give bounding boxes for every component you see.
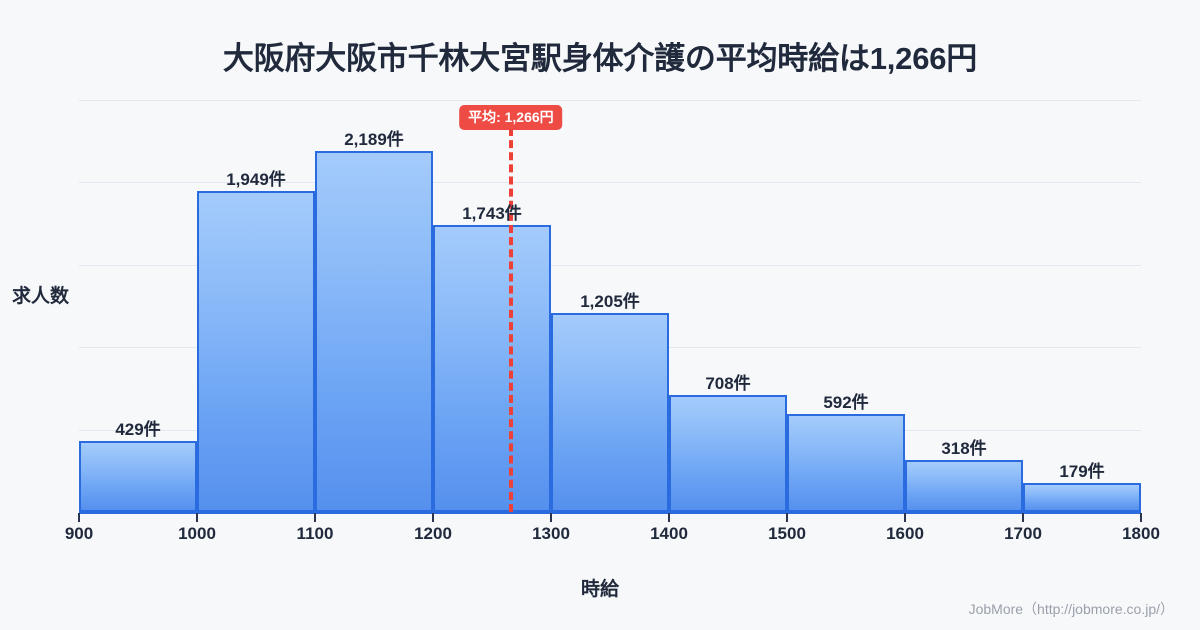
y-axis-title: 求人数 bbox=[12, 286, 70, 307]
bar bbox=[787, 414, 905, 512]
bar-value-label: 1,949件 bbox=[226, 169, 286, 189]
bar bbox=[433, 224, 551, 512]
bar-value-label: 2,189件 bbox=[344, 130, 404, 150]
x-axis-tick bbox=[1140, 513, 1142, 522]
x-axis-tick-label: 1000 bbox=[178, 524, 216, 543]
x-axis-title: 時給 bbox=[580, 579, 619, 600]
x-axis-tick-label: 1300 bbox=[532, 524, 570, 543]
x-axis-tick-label: 1400 bbox=[650, 524, 688, 543]
gridline bbox=[79, 264, 1141, 266]
x-axis-tick-label: 1100 bbox=[296, 524, 334, 543]
x-axis-tick-label: 1200 bbox=[414, 524, 452, 543]
x-axis-tick-label: 1800 bbox=[1122, 524, 1160, 543]
bar bbox=[1023, 482, 1141, 512]
x-axis-line bbox=[79, 512, 1141, 514]
plot-area bbox=[79, 100, 1141, 512]
bar bbox=[315, 151, 433, 512]
x-axis-tick bbox=[786, 513, 788, 522]
x-axis-tick bbox=[904, 513, 906, 522]
bar-value-label: 708件 bbox=[705, 374, 751, 394]
bar bbox=[551, 313, 669, 512]
x-axis-tick bbox=[1022, 513, 1024, 522]
chart-title: 大阪府大阪市千林大宮駅身体介護の平均時給は1,266円 bbox=[222, 41, 978, 76]
x-axis-tick bbox=[432, 513, 434, 522]
x-axis-tick bbox=[314, 513, 316, 522]
footer-credit: JobMore（http://jobmore.co.jp/） bbox=[968, 601, 1174, 617]
bar-value-label: 429件 bbox=[115, 420, 161, 440]
x-axis-tick bbox=[78, 513, 80, 522]
bar-value-label: 592件 bbox=[823, 393, 869, 413]
bar-value-label: 318件 bbox=[941, 438, 987, 458]
x-axis-tick-label: 900 bbox=[64, 524, 94, 543]
gridline bbox=[79, 182, 1141, 184]
x-axis-tick-label: 1500 bbox=[768, 524, 806, 543]
gridline bbox=[79, 100, 1141, 101]
bar bbox=[79, 441, 197, 512]
average-line bbox=[508, 128, 513, 512]
bar bbox=[905, 459, 1023, 512]
bar-value-label: 1,743件 bbox=[462, 203, 522, 223]
x-axis-tick bbox=[550, 513, 552, 522]
x-axis-tick bbox=[668, 513, 670, 522]
bar bbox=[197, 190, 315, 512]
x-axis-tick bbox=[196, 513, 198, 522]
average-badge: 平均: 1,266円 bbox=[459, 105, 563, 131]
bar-value-label: 179件 bbox=[1059, 461, 1105, 481]
x-axis-tick-label: 1600 bbox=[886, 524, 924, 543]
bar bbox=[669, 395, 787, 512]
x-axis-tick-label: 1700 bbox=[1004, 524, 1042, 543]
bar-value-label: 1,205件 bbox=[580, 292, 640, 312]
